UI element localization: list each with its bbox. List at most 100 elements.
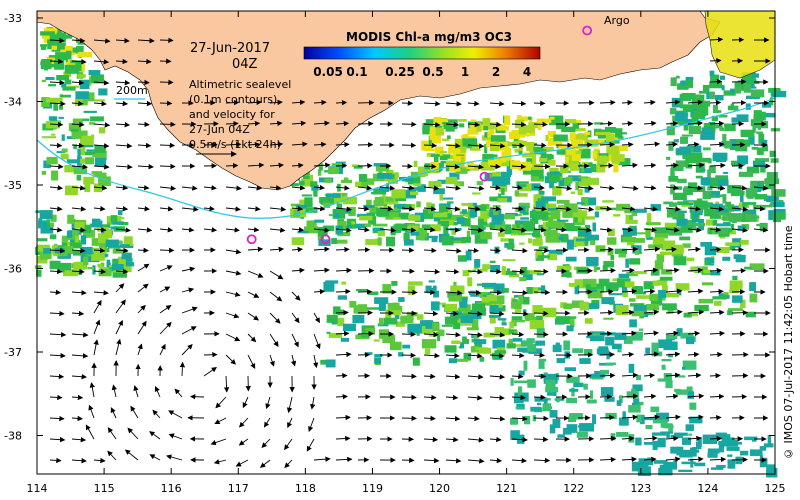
chl-patch	[707, 250, 712, 254]
chl-patch	[538, 358, 547, 362]
chl-patch	[433, 188, 445, 195]
velocity-arrow	[168, 410, 183, 419]
chl-patch	[633, 237, 645, 243]
chl-patch	[605, 284, 619, 292]
velocity-arrow	[423, 185, 440, 191]
velocity-arrow	[489, 395, 505, 401]
velocity-arrow	[643, 372, 656, 379]
chl-patch	[612, 146, 624, 150]
velocity-arrow	[467, 395, 483, 401]
chl-patch	[545, 379, 556, 390]
chl-patch	[732, 295, 743, 303]
velocity-arrow	[643, 414, 661, 420]
chl-patch	[94, 172, 107, 178]
chl-patch	[450, 285, 465, 295]
velocity-arrow	[71, 164, 88, 170]
chl-patch	[629, 298, 636, 302]
chl-patch	[512, 338, 523, 342]
chl-patch	[530, 406, 542, 412]
chl-patch	[634, 232, 650, 235]
chl-patch	[619, 417, 629, 426]
chl-patch	[41, 79, 46, 83]
velocity-arrow	[137, 227, 153, 233]
chl-patch	[392, 302, 400, 308]
velocity-arrow	[621, 120, 634, 127]
velocity-arrow	[335, 351, 352, 358]
velocity-arrow	[643, 141, 661, 147]
chl-patch	[48, 84, 56, 87]
chl-patch	[302, 175, 310, 179]
chl-patch	[631, 336, 643, 341]
velocity-arrow	[181, 227, 195, 233]
chl-patch	[625, 219, 638, 224]
velocity-arrow	[269, 120, 283, 127]
chl-patch	[117, 263, 132, 273]
chl-patch	[616, 203, 631, 211]
argo-float-marker	[246, 234, 257, 245]
chl-patch	[377, 172, 392, 179]
chl-patch	[49, 222, 54, 228]
chl-patch	[356, 288, 368, 292]
velocity-arrow	[665, 351, 681, 357]
chl-patch	[525, 317, 537, 322]
chl-patch	[671, 244, 684, 255]
chl-patch	[85, 151, 99, 156]
velocity-arrow	[159, 265, 173, 272]
chl-patch	[78, 118, 90, 121]
velocity-arrow	[71, 310, 85, 317]
velocity-arrow	[137, 142, 152, 149]
chl-patch	[59, 104, 63, 110]
chl-patch	[58, 116, 64, 119]
chl-patch	[497, 232, 505, 237]
chl-patch	[407, 323, 422, 333]
chl-patch	[645, 303, 660, 311]
chl-patch	[656, 279, 668, 286]
velocity-arrow	[110, 407, 117, 419]
chl-patch	[537, 255, 550, 259]
chl-patch	[689, 402, 697, 410]
velocity-arrow	[533, 289, 551, 296]
chl-patch	[758, 133, 765, 144]
chl-patch	[429, 126, 436, 137]
chl-patch	[702, 190, 712, 200]
x-tick-label: 125	[765, 482, 786, 495]
chl-patch	[492, 205, 501, 208]
chl-patch	[700, 131, 715, 140]
velocity-arrow	[71, 247, 86, 254]
chl-patch	[94, 99, 105, 102]
chl-patch	[368, 291, 379, 296]
velocity-arrow	[511, 100, 527, 107]
velocity-arrow	[335, 246, 350, 253]
velocity-arrow	[181, 343, 193, 356]
chl-patch	[577, 176, 591, 187]
chl-patch	[708, 227, 718, 235]
credit-text: © IMOS 07-Jul-2017 11:42:05 Hobart time	[782, 225, 795, 461]
chl-patch	[477, 218, 488, 225]
chl-patch	[422, 209, 434, 219]
chl-patch	[546, 153, 553, 157]
velocity-arrow	[137, 343, 143, 356]
chl-patch	[514, 190, 520, 197]
chl-patch	[518, 295, 524, 305]
velocity-arrow	[115, 283, 125, 293]
chl-patch	[118, 240, 123, 245]
chl-patch	[745, 311, 756, 318]
chl-patch	[549, 167, 559, 174]
velocity-arrow	[709, 246, 722, 253]
chl-patch	[445, 303, 458, 312]
isobath-200m	[36, 97, 776, 219]
velocity-arrow	[599, 162, 614, 169]
chl-patch	[69, 239, 75, 243]
chl-patch	[540, 149, 547, 159]
chl-patch	[483, 332, 495, 338]
velocity-arrow	[247, 206, 261, 212]
chl-patch	[514, 380, 529, 384]
velocity-arrow	[709, 435, 723, 442]
chl-patch	[759, 222, 768, 230]
velocity-arrow	[225, 291, 241, 297]
velocity-arrow	[665, 206, 681, 212]
chl-patch	[530, 176, 545, 182]
x-tick-label: 114	[27, 482, 48, 495]
velocity-arrow	[115, 338, 122, 356]
chl-patch	[631, 310, 645, 317]
